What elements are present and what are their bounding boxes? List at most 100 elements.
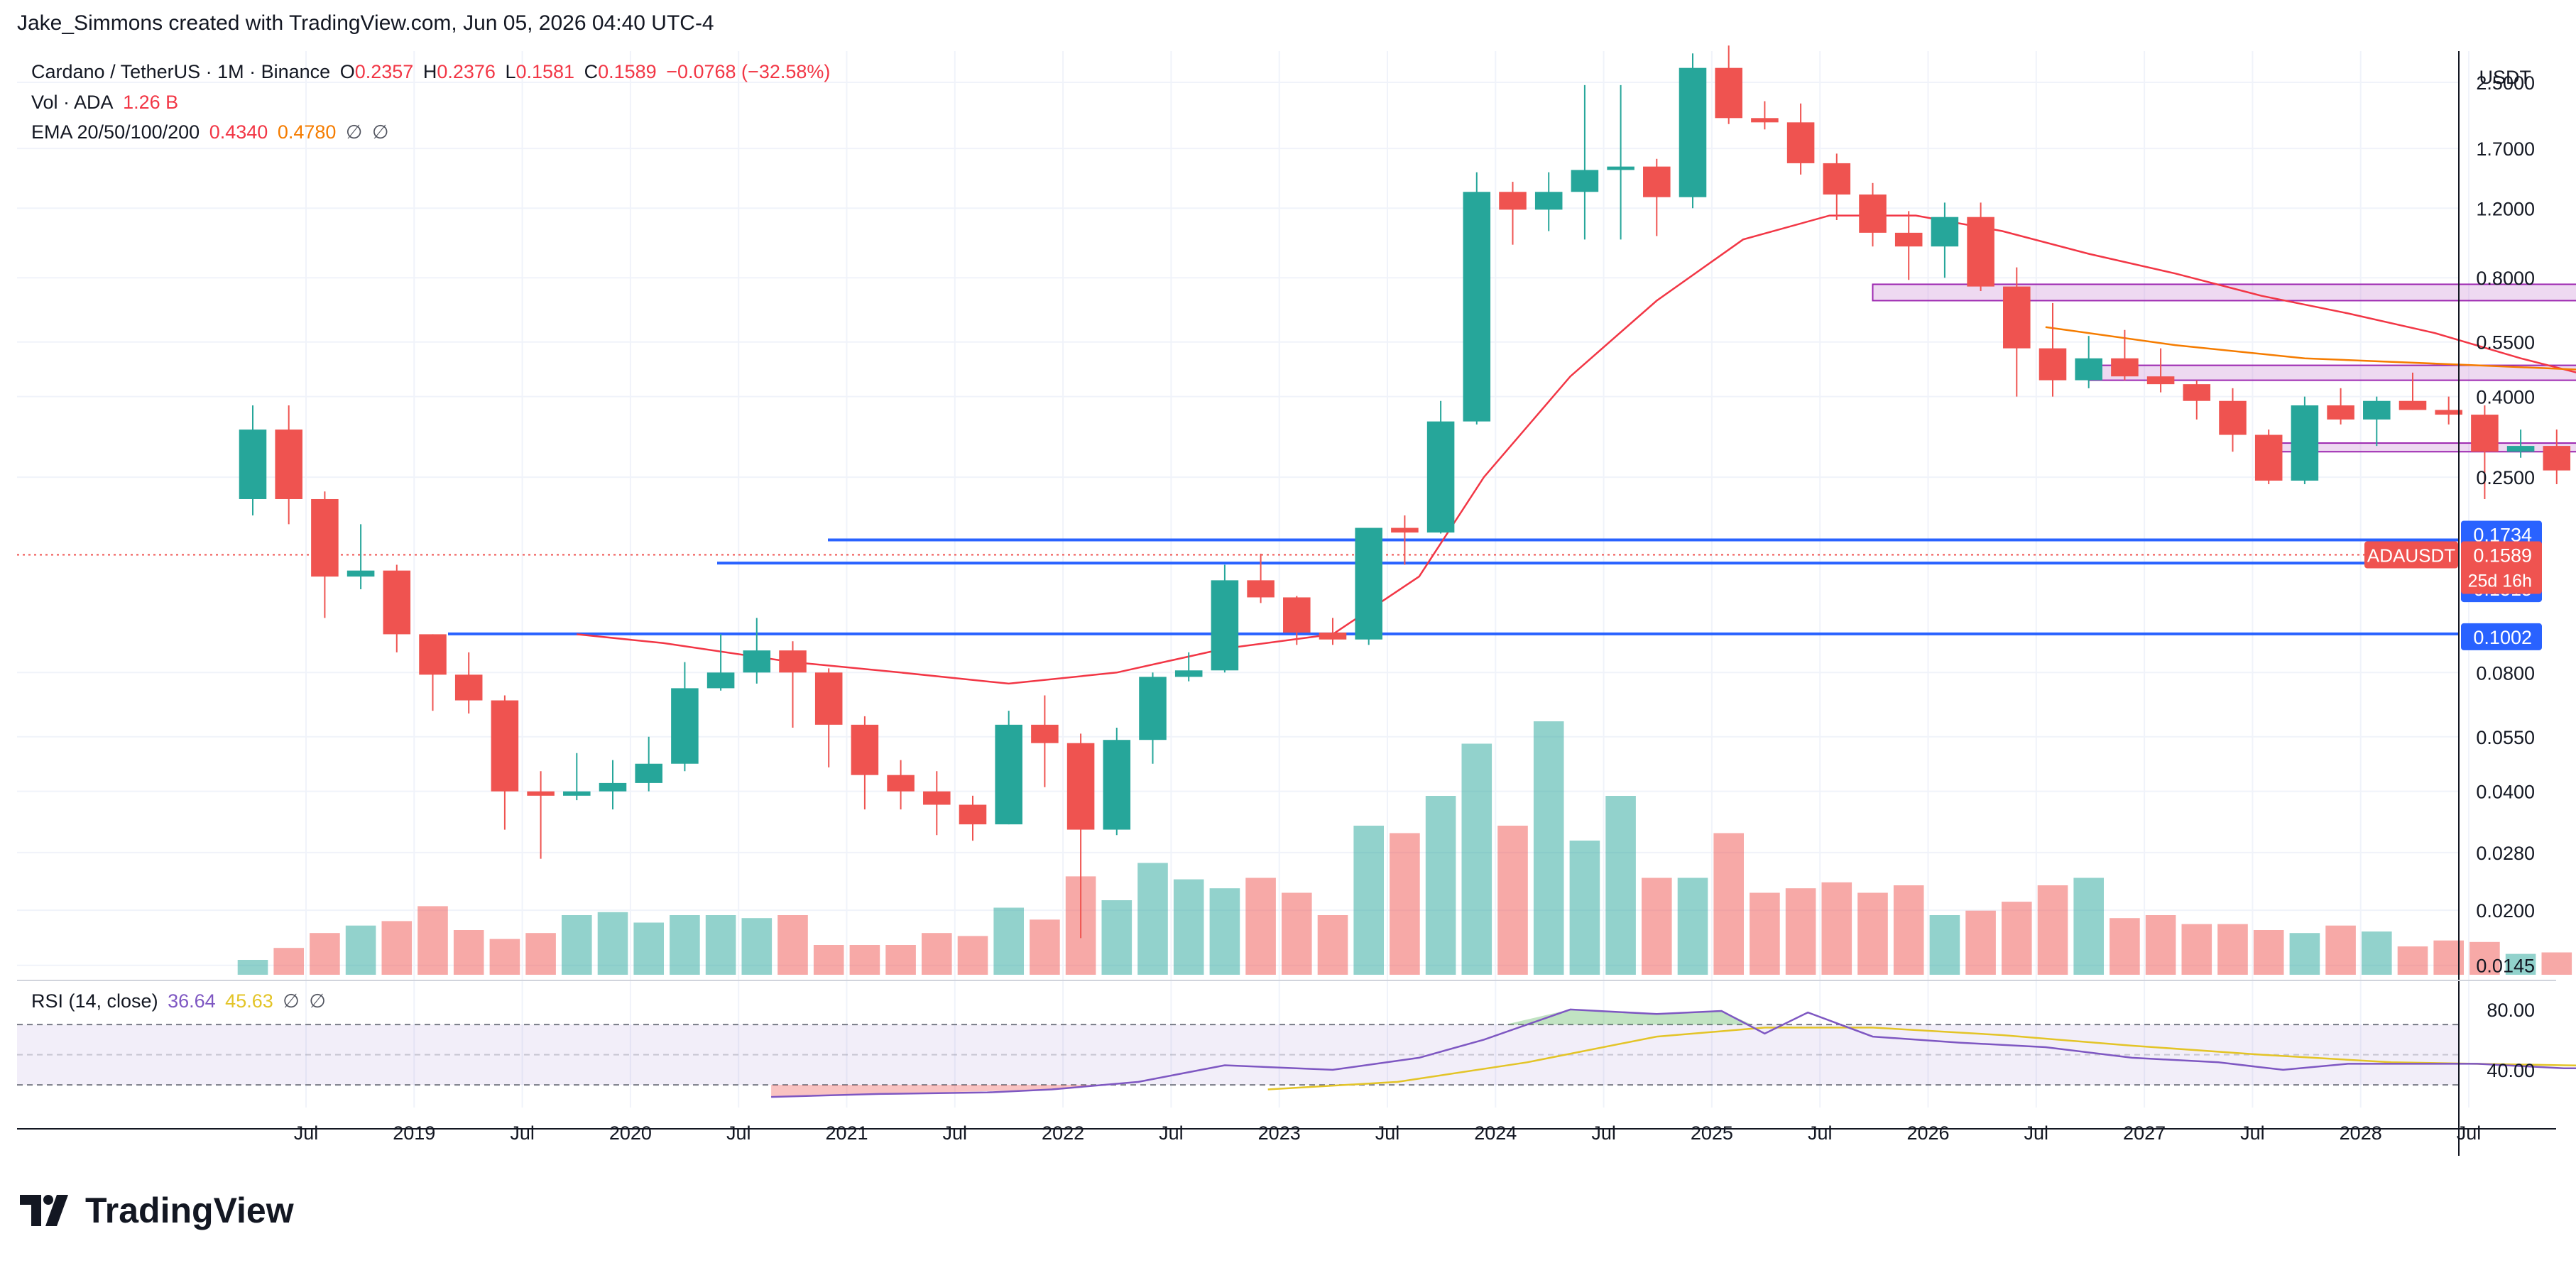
open-value: 0.2357 [354,61,414,82]
tradingview-logo[interactable]: TradingView [20,1190,294,1231]
candle-body [383,570,411,635]
time-tick-label: Jul [943,1122,968,1144]
candle-body [2291,405,2319,481]
candle-body [814,672,843,725]
volume-bar [2073,877,2104,975]
volume-bar [2469,941,2500,975]
time-tick-label: 2027 [2123,1122,2166,1144]
volume-bar [1785,888,1816,975]
candle-body [1319,632,1347,640]
volume-bar [1353,826,1384,975]
volume-bar [1030,919,1060,975]
ema50-line [2045,326,2576,371]
time-tick-label: 2020 [609,1122,652,1144]
time-tick-label: Jul [1808,1122,1833,1144]
volume-bar [237,960,268,975]
volume-bar [273,948,304,975]
candle-body [887,775,915,792]
rsi-tick-label: 40.00 [2487,1060,2535,1081]
candle-body [995,724,1022,825]
volume-bar [993,907,1024,975]
candle-body [2254,434,2283,481]
time-tick-label: 2023 [1258,1122,1301,1144]
volume-bars [237,721,2572,975]
candle-body [2039,348,2067,381]
time-tick-label: Jul [2024,1122,2049,1144]
tradingview-logo-icon [20,1195,68,1226]
volume-bar [2362,931,2392,975]
volume-bar [777,915,808,975]
candle-body [454,674,483,701]
close-value: 0.1589 [598,61,657,82]
volume-bar [1101,900,1133,975]
time-tick-label: Jul [726,1122,751,1144]
volume-bar [1461,743,1492,975]
symbol-name[interactable]: Cardano / TetherUS · 1M · Binance [31,61,331,82]
candle-body [491,700,519,792]
ohlc-legend[interactable]: Cardano / TetherUS · 1M · Binance O0.235… [31,61,834,83]
ema20-value: 0.4340 [209,121,268,143]
volume-bar [1317,915,1348,975]
candle-body [563,791,591,796]
candle-body [635,763,662,783]
candle-body [959,804,987,825]
candle-body [1571,170,1599,192]
low-label: L [505,61,516,82]
volume-bar [1137,863,1168,975]
price-axis-labels: 2.5000 1.7000 1.2000 0.8000 0.5500 0.4000 0.25… [2364,67,2542,1081]
volume-value: 1.26 B [123,92,179,113]
candle-body [346,570,375,577]
volume-bar [922,933,952,975]
ema-legend[interactable]: EMA 20/50/100/200 0.4340 0.4780 ∅ ∅ [31,121,393,143]
candle-body [599,782,627,792]
volume-bar [1965,910,1996,975]
candle-body [1139,677,1167,740]
candle-body [2075,358,2102,381]
volume-legend[interactable]: Vol · ADA 1.26 B [31,92,182,114]
candle-body [1534,192,1563,210]
candle-body [1463,192,1491,422]
price-tick-label: 0.0200 [2476,900,2535,922]
rsi-legend[interactable]: RSI (14, close) 36.64 45.63 ∅ ∅ [31,990,330,1012]
time-tick-label: Jul [510,1122,535,1144]
candle-body [1211,580,1239,671]
horizontal-levels [17,538,2459,635]
volume-bar [1569,841,1600,975]
time-tick-label: 2022 [1042,1122,1084,1144]
price-tick-label: 0.0280 [2476,843,2535,864]
candle-body [1103,740,1131,830]
price-tick-label: 0.2500 [2476,467,2535,488]
volume-bar [885,945,916,975]
volume-bar [2145,915,2176,975]
volume-bar [1390,833,1420,975]
candle-body [743,650,771,673]
candle-body [1607,166,1634,170]
high-label: H [422,61,437,82]
high-value: 0.2376 [437,61,496,82]
volume-bar [2289,933,2320,975]
rsi-band [17,1024,2459,1086]
time-tick-label: Jul [1375,1122,1400,1144]
time-axis-labels: Jul 2019 Jul 2020 Jul 2021 Jul 2022 Jul 2023 Jul 20… [294,1122,2482,1144]
countdown-tag: 25d 16h [2468,572,2532,591]
volume-bar [1173,879,1204,975]
volume-bar [1713,833,1744,975]
ema100-na: ∅ [345,121,363,143]
volume-bar [2541,952,2572,975]
rsi-value: 36.64 [168,990,216,1012]
rsi-na-2: ∅ [309,990,326,1012]
candle-body [1174,670,1203,677]
candle-body [1859,194,1887,233]
price-tick-label: 2.5000 [2476,72,2535,94]
last-price-tag: 0.1589 [2473,545,2532,567]
rsi-pane [17,1008,2576,1098]
change-value: −0.0768 (−32.58%) [666,61,831,82]
candle-body [2435,410,2462,415]
candle-body [419,634,447,675]
candle-body [2363,400,2391,420]
time-tick-label: 2026 [1906,1122,1949,1144]
candle-body [2327,405,2354,420]
candle-body [2183,384,2211,401]
time-tick-label: Jul [294,1122,319,1144]
